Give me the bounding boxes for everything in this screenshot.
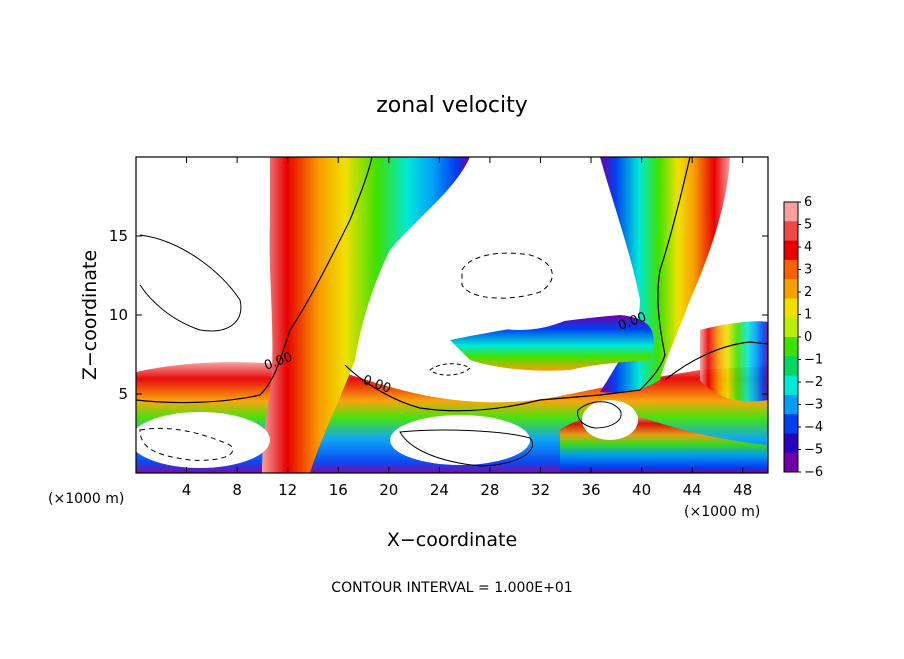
colorbar-label: 6 [804, 195, 812, 210]
field-column-center [262, 157, 470, 473]
colorbar-swatch [784, 221, 798, 242]
colorbar-label: −2 [804, 375, 823, 390]
x-tick-label: 32 [531, 481, 550, 499]
field-white-lowright [582, 400, 638, 440]
colorbar-swatch [784, 240, 798, 261]
contour-line-positive-upleft [139, 234, 242, 332]
velocity-field [136, 157, 768, 473]
contour-line-negative-lowleft [139, 427, 233, 461]
x-axis-ticks: 4 8 12 16 20 24 28 32 36 40 44 48 [182, 157, 752, 499]
y-axis-ticks: 5 10 15 [109, 227, 768, 403]
contour-line-zero-middle [344, 157, 691, 412]
colorbar-swatch [784, 414, 798, 434]
colorbar-label: 2 [804, 285, 812, 300]
field-blob-right-edge [700, 321, 768, 402]
colorbar-swatch [784, 259, 798, 280]
colorbar-swatch [784, 279, 798, 299]
colorbar-swatch [784, 298, 798, 319]
x-tick-label: 48 [733, 481, 752, 499]
contour-line-zero-left [136, 157, 373, 404]
colorbar: 6 5 4 3 2 1 0 −1 −2 −3 −4 −5 −6 [783, 195, 823, 480]
x-tick-label: 28 [480, 481, 499, 499]
y-tick-label: 10 [109, 306, 128, 324]
x-tick-label: 44 [683, 481, 702, 499]
colorbar-label: −1 [804, 353, 823, 368]
y-tick-label: 5 [118, 385, 128, 403]
colorbar-label: 3 [804, 263, 812, 278]
field-white-leftmid [136, 235, 240, 345]
contour-line-positive-lowright [577, 401, 622, 429]
chart-title: zonal velocity [376, 93, 528, 118]
x-tick-label: 4 [182, 481, 192, 499]
contour-lines [136, 157, 768, 467]
colorbar-label: 1 [804, 308, 812, 323]
colorbar-label: −3 [804, 398, 823, 413]
x-axis-unit: (×1000 m) [684, 504, 760, 520]
field-white-lowmid [390, 415, 530, 465]
colorbar-swatch [784, 356, 798, 377]
colorbar-swatch [784, 433, 798, 454]
colorbar-label: 0 [804, 330, 812, 345]
colorbar-swatch [784, 317, 798, 338]
x-tick-label: 12 [278, 481, 297, 499]
colorbar-swatch [784, 202, 798, 222]
y-axis-title: Z−coordinate [79, 250, 101, 380]
contour-line-zero-right [664, 341, 768, 381]
field-white-center [430, 190, 610, 330]
y-tick-label: 15 [109, 227, 128, 245]
colorbar-swatch [784, 452, 798, 473]
colorbar-swatch [784, 337, 798, 357]
x-tick-label: 24 [430, 481, 449, 499]
colorbar-swatch [784, 394, 798, 415]
field-column-right [600, 157, 730, 393]
field-white-lowleft [136, 412, 270, 468]
field-tongue-middle [450, 315, 654, 371]
colorbar-label: −6 [804, 465, 823, 480]
colorbar-label: −5 [804, 443, 823, 458]
x-axis-title: X−coordinate [387, 529, 517, 551]
x-tick-label: 36 [581, 481, 600, 499]
colorbar-swatch [784, 375, 798, 396]
x-tick-label: 16 [329, 481, 348, 499]
colorbar-label: −4 [804, 420, 823, 435]
x-tick-label: 8 [232, 481, 242, 499]
contour-line-negative-small [429, 363, 471, 376]
y-axis-unit: (×1000 m) [48, 491, 124, 507]
x-tick-label: 20 [379, 481, 398, 499]
colorbar-label: 5 [804, 218, 812, 233]
x-tick-label: 40 [632, 481, 651, 499]
colorbar-label: 4 [804, 240, 812, 255]
contour-line-negative-center [461, 252, 553, 299]
contour-interval-note: CONTOUR INTERVAL = 1.000E+01 [331, 580, 572, 596]
contour-line-positive-lowmid [399, 429, 533, 467]
